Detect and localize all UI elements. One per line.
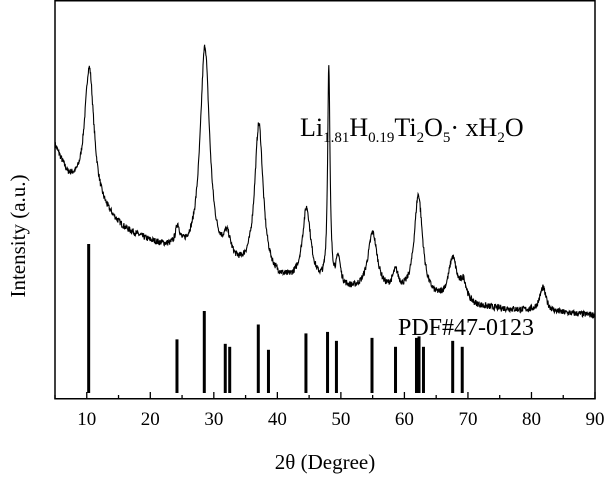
formula-subscript: 2 xyxy=(497,130,505,146)
x-tick-label: 90 xyxy=(586,409,605,430)
x-tick-label: 70 xyxy=(458,409,477,430)
y-axis-title: Intensity (a.u.) xyxy=(6,174,30,297)
x-tick-label: 30 xyxy=(204,409,223,430)
reference-label: PDF#47-0123 xyxy=(398,315,534,341)
x-tick-label: 50 xyxy=(331,409,350,430)
formula-subscript: 1.81 xyxy=(323,130,349,146)
formula-text: · xH xyxy=(450,113,497,142)
xrd-pattern-line xyxy=(55,45,595,318)
x-tick-label: 40 xyxy=(268,409,287,430)
x-tick-label: 60 xyxy=(395,409,414,430)
formula-subscript: 0.19 xyxy=(368,130,394,146)
formula-text: O xyxy=(505,113,524,142)
x-tick-label: 10 xyxy=(77,409,96,430)
compound-label: Li1.81H0.19Ti2O5· xH2O xyxy=(300,113,524,146)
formula-text: H xyxy=(349,113,368,142)
formula-text: Li xyxy=(300,113,323,142)
x-axis-title: 2θ (Degree) xyxy=(275,450,375,474)
x-tick-label: 20 xyxy=(141,409,160,430)
x-tick-label: 80 xyxy=(522,409,541,430)
formula-subscript: 5 xyxy=(443,130,451,146)
formula-text: O xyxy=(424,113,443,142)
formula-subscript: 2 xyxy=(417,130,425,146)
formula-text: Ti xyxy=(394,113,416,142)
